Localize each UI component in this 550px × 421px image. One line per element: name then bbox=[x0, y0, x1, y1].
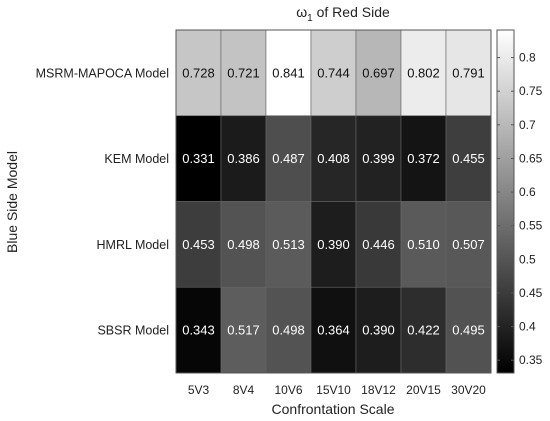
heatmap-cell-labels: 0.728 0.721 0.841 0.744 0.697 0.802 0.791 0.331… bbox=[182, 65, 485, 337]
heatmap-cell bbox=[400, 115, 447, 202]
heatmap-cell bbox=[445, 286, 492, 374]
colorbar-tick-label: 0.75 bbox=[519, 84, 543, 98]
heatmap-cell-label: 0.390 bbox=[362, 323, 395, 338]
heatmap-cell-label: 0.744 bbox=[317, 65, 350, 80]
heatmap-cell bbox=[265, 286, 312, 374]
y-tick-labels: MSRM-MAPOCA Model KEM Model HMRL Model SBSR… bbox=[36, 66, 169, 337]
heatmap-cell-label: 0.390 bbox=[317, 237, 350, 252]
y-tick-label: SBSR Model bbox=[97, 324, 169, 338]
heatmap-cell bbox=[310, 115, 357, 202]
heatmap-cell-label: 0.343 bbox=[182, 323, 215, 338]
heatmap-cell-label: 0.791 bbox=[452, 65, 485, 80]
heatmap-cell-label: 0.728 bbox=[182, 65, 215, 80]
heatmap-cell-label: 0.453 bbox=[182, 237, 215, 252]
y-tick-label: HMRL Model bbox=[97, 238, 169, 252]
heatmap-cell-label: 0.513 bbox=[272, 237, 305, 252]
heatmap-cell bbox=[310, 201, 357, 288]
heatmap-cell bbox=[220, 115, 267, 202]
heatmap-cell bbox=[220, 201, 267, 288]
colorbar-tick-label: 0.7 bbox=[519, 118, 536, 132]
heatmap-cell bbox=[175, 201, 222, 288]
colorbar-tick-label: 0.45 bbox=[519, 286, 543, 300]
x-tick-label: 20V15 bbox=[406, 383, 441, 397]
y-tick-label: MSRM-MAPOCA Model bbox=[36, 66, 169, 80]
x-tick-label: 8V4 bbox=[233, 383, 255, 397]
heatmap-cell-label: 0.721 bbox=[227, 65, 260, 80]
heatmap-cell-label: 0.386 bbox=[227, 151, 260, 166]
heatmap-cell bbox=[220, 29, 267, 117]
heatmap-cell-label: 0.446 bbox=[362, 237, 395, 252]
heatmap-cell bbox=[265, 115, 312, 202]
heatmap-cells bbox=[175, 29, 492, 374]
colorbar-tick-label: 0.6 bbox=[519, 185, 536, 199]
x-tick-label: 5V3 bbox=[188, 383, 210, 397]
heatmap-cell bbox=[355, 201, 402, 288]
colorbar-tick-label: 0.65 bbox=[519, 151, 543, 165]
x-tick-label: 10V6 bbox=[274, 383, 302, 397]
x-tick-label: 15V10 bbox=[316, 383, 351, 397]
heatmap-cell-label: 0.495 bbox=[452, 323, 485, 338]
heatmap-cell-label: 0.510 bbox=[407, 237, 440, 252]
x-axis-label: Confrontation Scale bbox=[272, 401, 395, 417]
heatmap-cell bbox=[220, 286, 267, 374]
heatmap-cell-label: 0.507 bbox=[452, 237, 485, 252]
heatmap-cell-label: 0.802 bbox=[407, 65, 440, 80]
heatmap-cell bbox=[175, 115, 222, 202]
heatmap-cell bbox=[445, 201, 492, 288]
x-tick-labels: 5V3 8V4 10V6 15V10 18V12 20V15 30V20 bbox=[188, 383, 486, 397]
heatmap-cell-label: 0.498 bbox=[227, 237, 260, 252]
chart-title-main: ω bbox=[296, 4, 307, 20]
heatmap-cell-label: 0.372 bbox=[407, 151, 440, 166]
y-tick-label: KEM Model bbox=[104, 152, 169, 166]
heatmap-cell-label: 0.697 bbox=[362, 65, 395, 80]
heatmap-cell bbox=[400, 286, 447, 374]
x-tick-label: 18V12 bbox=[361, 383, 396, 397]
colorbar-tick-label: 0.4 bbox=[519, 320, 536, 334]
heatmap-cell-label: 0.841 bbox=[272, 65, 305, 80]
heatmap-cell bbox=[400, 201, 447, 288]
heatmap-cell-label: 0.422 bbox=[407, 323, 440, 338]
heatmap-cell-label: 0.487 bbox=[272, 151, 305, 166]
colorbar bbox=[496, 29, 515, 374]
heatmap-cell-label: 0.399 bbox=[362, 151, 395, 166]
colorbar-tick-label: 0.35 bbox=[519, 353, 543, 367]
colorbar-tick-label: 0.55 bbox=[519, 219, 543, 233]
heatmap-cell bbox=[355, 115, 402, 202]
colorbar-ticks: 0.35 0.4 0.45 0.5 0.55 0.6 0.65 0.7 0.75 0.8 bbox=[497, 51, 543, 367]
colorbar-tick-label: 0.8 bbox=[519, 51, 536, 65]
heatmap-cell bbox=[265, 201, 312, 288]
heatmap-cell bbox=[355, 286, 402, 374]
heatmap-cell-label: 0.455 bbox=[452, 151, 485, 166]
heatmap-cell bbox=[310, 286, 357, 374]
heatmap-cell-label: 0.331 bbox=[182, 151, 215, 166]
heatmap-cell-label: 0.517 bbox=[227, 323, 260, 338]
chart-title-subscript: 1 bbox=[307, 13, 313, 24]
heatmap-cell-label: 0.364 bbox=[317, 323, 350, 338]
colorbar-tick-label: 0.5 bbox=[519, 252, 536, 266]
heatmap-cell-label: 0.408 bbox=[317, 151, 350, 166]
x-tick-label: 30V20 bbox=[451, 383, 486, 397]
heatmap-cell-label: 0.498 bbox=[272, 323, 305, 338]
y-axis-label: Blue Side Model bbox=[4, 151, 20, 253]
chart-title: ω1 of Red Side bbox=[296, 4, 390, 24]
plot-frame bbox=[175, 29, 492, 374]
chart-title-rest: of Red Side bbox=[313, 4, 390, 20]
